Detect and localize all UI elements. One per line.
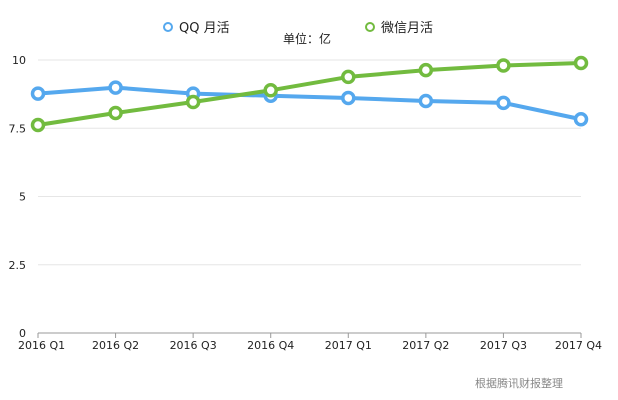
data-point-1-6 bbox=[496, 58, 511, 73]
data-point-0-6 bbox=[496, 95, 511, 111]
legend-label-wechat: 微信月活 bbox=[381, 21, 434, 36]
y-tick-label: 2.5 bbox=[9, 259, 27, 272]
data-point-1-7 bbox=[573, 55, 589, 71]
data-point-0-4 bbox=[341, 90, 356, 106]
data-point-0-7 bbox=[573, 111, 589, 127]
legend-label-qq: QQ 月活 bbox=[179, 21, 230, 36]
y-tick-label: 7.5 bbox=[9, 122, 27, 135]
data-point-1-1 bbox=[108, 105, 123, 121]
y-tick-label: 10 bbox=[12, 54, 26, 67]
legend-item-wechat: 微信月活 bbox=[365, 17, 433, 36]
data-point-0-1 bbox=[108, 80, 123, 95]
data-point-1-4 bbox=[341, 69, 356, 85]
data-point-0-5 bbox=[418, 93, 434, 109]
unit-label: 单位：亿 bbox=[283, 32, 332, 46]
data-point-1-3 bbox=[263, 83, 278, 98]
legend-item-qq: QQ 月活 bbox=[163, 17, 230, 36]
series-line-0 bbox=[37, 85, 582, 122]
x-tick-label: 2016 Q2 bbox=[92, 339, 139, 352]
x-tick-label: 2017 Q3 bbox=[480, 339, 527, 352]
x-tick-label: 2016 Q3 bbox=[170, 339, 217, 352]
x-tick-label: 2016 Q4 bbox=[247, 339, 294, 352]
legend-marker-wechat-icon bbox=[365, 21, 375, 32]
y-tick-label: 5 bbox=[19, 191, 26, 204]
data-point-1-2 bbox=[185, 94, 201, 110]
data-point-1-0 bbox=[30, 117, 46, 133]
y-tick-label: 0 bbox=[19, 327, 26, 340]
x-tick-label: 2017 Q4 bbox=[555, 339, 602, 352]
source-note: 根据腾讯财报整理 bbox=[475, 377, 563, 390]
data-point-1-5 bbox=[418, 62, 434, 78]
x-tick-label: 2017 Q2 bbox=[402, 339, 449, 352]
data-point-0-0 bbox=[30, 86, 46, 101]
series-line-1 bbox=[37, 61, 582, 127]
x-tick-label: 2016 Q1 bbox=[18, 339, 65, 352]
legend-marker-qq-icon bbox=[163, 21, 173, 32]
x-tick-label: 2017 Q1 bbox=[325, 339, 372, 352]
